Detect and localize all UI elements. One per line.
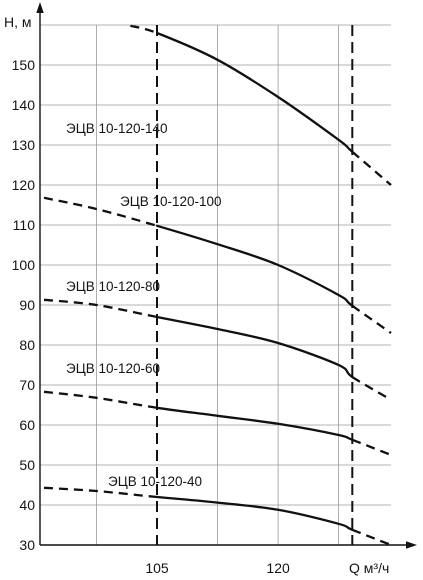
y-tick-label-150: 150 <box>12 57 36 73</box>
y-tick-label-120: 120 <box>12 177 36 193</box>
series-label-10-120-80: ЭЦВ 10-120-80 <box>66 279 160 294</box>
x-axis-arrowhead <box>406 541 417 549</box>
y-tick-label-100: 100 <box>12 257 36 273</box>
y-tick-label-130: 130 <box>12 137 36 153</box>
y-tick-label-30: 30 <box>19 537 35 553</box>
grid <box>40 24 391 545</box>
y-tick-label-140: 140 <box>12 97 36 113</box>
x-tick-label-120: 120 <box>266 560 290 576</box>
y-tick-label-60: 60 <box>19 417 35 433</box>
curve-10-120-80-solid <box>155 315 354 379</box>
y-tick-label-50: 50 <box>19 457 35 473</box>
x-tick-label-105: 105 <box>145 560 169 576</box>
axes <box>36 2 417 549</box>
reference-lines <box>156 25 354 545</box>
curve-10-120-140-dashed-left <box>130 24 158 35</box>
curve-10-120-100-dashed-right <box>351 304 392 334</box>
y-axis-label: H, м <box>4 14 32 30</box>
y-axis-arrowhead <box>36 2 44 13</box>
curve-10-120-100-dashed-left <box>43 196 158 227</box>
curve-10-120-40-dashed-left <box>43 486 158 499</box>
y-tick-label-40: 40 <box>19 497 35 513</box>
series-labels: ЭЦВ 10-120-140 ЭЦВ 10-120-100 ЭЦВ 10-120-8… <box>66 121 222 489</box>
curve-10-120-60-dashed-right <box>351 438 392 457</box>
y-tick-label-110: 110 <box>13 217 36 233</box>
curve-10-120-140-dashed-right <box>351 150 392 186</box>
tick-labels: 30 40 50 60 70 80 90 100 110 120 130 140 150 105 120 H,… <box>4 14 389 576</box>
series-label-10-120-100: ЭЦВ 10-120-100 <box>120 194 222 209</box>
curve-10-120-60-solid <box>155 406 354 441</box>
series-label-10-120-40: ЭЦВ 10-120-40 <box>108 474 202 489</box>
series-label-10-120-60: ЭЦВ 10-120-60 <box>66 361 160 376</box>
y-tick-label-80: 80 <box>19 337 35 353</box>
curve-10-120-40-dashed-right <box>351 528 392 547</box>
curve-10-120-140-solid <box>155 31 354 153</box>
curve-10-120-40-solid <box>155 495 354 531</box>
series-label-10-120-140: ЭЦВ 10-120-140 <box>66 121 168 136</box>
y-tick-label-70: 70 <box>19 377 35 393</box>
series-curves <box>43 24 392 547</box>
curve-10-120-100-solid <box>155 224 354 307</box>
y-tick-label-90: 90 <box>19 297 35 313</box>
curve-10-120-80-dashed-left <box>43 298 158 319</box>
x-axis-label: Q м³/ч <box>349 560 389 576</box>
curve-10-120-60-dashed-left <box>43 390 158 409</box>
curve-10-120-80-dashed-right <box>351 376 392 401</box>
